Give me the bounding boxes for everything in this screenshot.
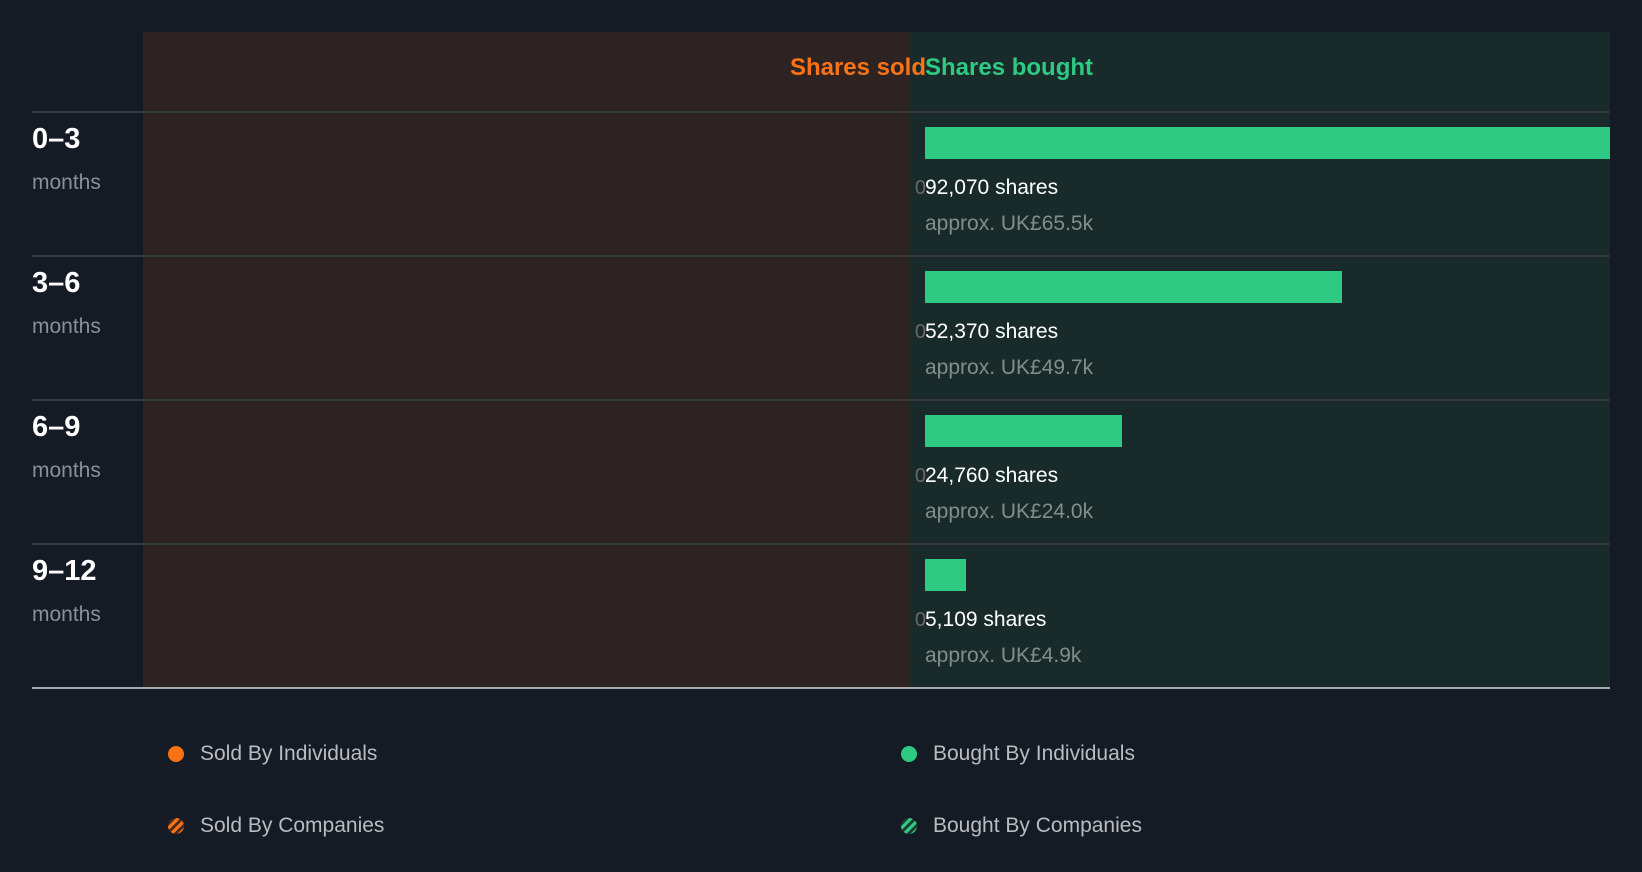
solid-green-dot-icon	[901, 746, 917, 762]
sold-value: 0	[914, 177, 926, 199]
period-unit: months	[32, 459, 101, 482]
sold-value: 0	[914, 321, 926, 343]
period-label: 0–3	[32, 123, 81, 155]
legend-sold-by-individuals[interactable]: Sold By Individuals	[168, 742, 377, 766]
shares-sold-panel	[143, 32, 909, 687]
period-row: 9–12 months 0 5,109 shares approx. UK£4.…	[32, 545, 1610, 689]
legend-label: Bought By Companies	[933, 814, 1142, 837]
period-unit: months	[32, 603, 101, 626]
bought-shares: 52,370 shares	[925, 320, 1059, 343]
bought-bar	[925, 415, 1122, 447]
striped-orange-dot-icon	[168, 818, 184, 834]
period-row: 3–6 months 0 52,370 shares approx. UK£49…	[32, 257, 1610, 401]
bought-value: approx. UK£49.7k	[925, 356, 1094, 379]
sold-value: 0	[914, 609, 926, 631]
legend-bought-by-companies[interactable]: Bought By Companies	[901, 814, 1142, 838]
period-label: 3–6	[32, 267, 81, 299]
bought-value: approx. UK£65.5k	[925, 212, 1094, 235]
striped-green-dot-icon	[901, 818, 917, 834]
period-row: 0–3 months 0 92,070 shares approx. UK£65…	[32, 113, 1610, 257]
shares-bought-heading: Shares bought	[925, 54, 1094, 81]
period-unit: months	[32, 315, 101, 338]
legend-label: Sold By Companies	[200, 814, 385, 837]
bought-bar	[925, 127, 1610, 159]
bought-bar	[925, 559, 967, 591]
bought-value: approx. UK£24.0k	[925, 500, 1094, 523]
legend-label: Sold By Individuals	[200, 742, 378, 765]
bought-shares: 5,109 shares	[925, 608, 1047, 631]
legend-sold-by-companies[interactable]: Sold By Companies	[168, 814, 384, 838]
legend-label: Bought By Individuals	[933, 742, 1135, 765]
period-label: 6–9	[32, 411, 81, 443]
chart-header: Shares sold Shares bought	[32, 32, 1610, 113]
bought-value: approx. UK£4.9k	[925, 644, 1082, 667]
solid-orange-dot-icon	[168, 746, 184, 762]
sold-value: 0	[914, 465, 926, 487]
bought-shares: 24,760 shares	[925, 464, 1059, 487]
legend-bought-by-individuals[interactable]: Bought By Individuals	[901, 742, 1135, 766]
period-unit: months	[32, 171, 101, 194]
shares-sold-heading: Shares sold	[789, 54, 926, 81]
period-label: 9–12	[32, 555, 97, 587]
bought-bar	[925, 271, 1343, 303]
period-row: 6–9 months 0 24,760 shares approx. UK£24…	[32, 401, 1610, 545]
bought-shares: 92,070 shares	[925, 176, 1059, 199]
